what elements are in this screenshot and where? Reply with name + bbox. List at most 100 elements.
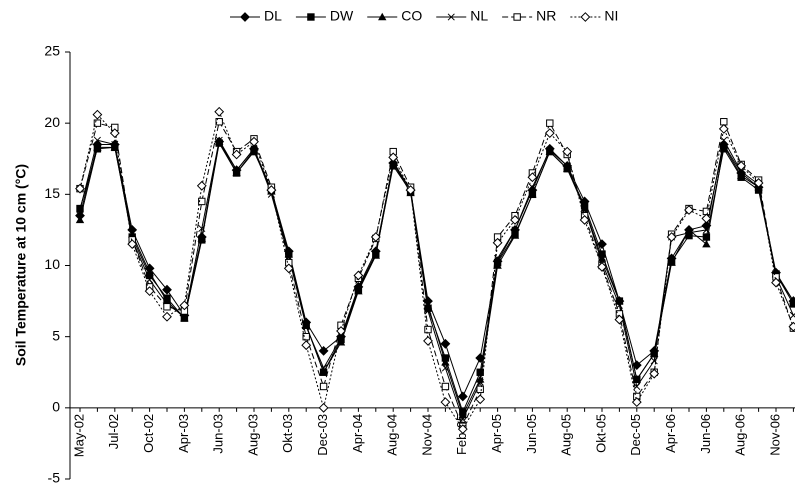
marker [597, 262, 607, 272]
marker [240, 12, 250, 22]
x-tick-label: Jun-03 [211, 414, 226, 454]
series-line [79, 119, 794, 428]
marker [510, 215, 520, 225]
x-tick-label: Jun-05 [524, 414, 539, 454]
marker [76, 206, 84, 214]
marker [388, 152, 399, 163]
legend-item: NI [570, 8, 618, 24]
marker [666, 232, 677, 242]
marker [440, 338, 451, 349]
x-tick-label: Jul-02 [106, 414, 121, 449]
marker [789, 296, 795, 305]
marker [283, 263, 294, 274]
marker [702, 233, 711, 241]
marker [75, 183, 85, 194]
marker [179, 300, 190, 311]
x-tick-label: May-02 [71, 414, 86, 457]
marker [457, 391, 468, 402]
marker [702, 226, 710, 234]
marker [562, 146, 573, 157]
marker [128, 229, 137, 238]
marker [631, 360, 642, 371]
marker [684, 205, 694, 215]
marker [475, 394, 486, 405]
legend-item: DL [230, 8, 282, 24]
marker [320, 364, 328, 372]
marker [405, 185, 416, 195]
x-tick-label: Aug-03 [245, 414, 260, 456]
marker [441, 358, 450, 366]
marker [318, 345, 329, 356]
marker [370, 232, 381, 242]
x-tick-label: Apr-05 [489, 414, 504, 453]
x-tick-label: Aug-05 [559, 414, 574, 456]
legend-item: NR [502, 8, 556, 24]
marker [544, 128, 555, 139]
marker [615, 296, 624, 305]
legend-label: NL [470, 8, 488, 24]
marker [214, 106, 225, 117]
marker [163, 303, 171, 311]
marker [649, 368, 660, 379]
marker [737, 171, 746, 180]
marker [528, 183, 536, 191]
marker [92, 109, 103, 120]
marker [441, 382, 450, 391]
marker [597, 254, 607, 262]
marker [771, 277, 781, 288]
marker [492, 237, 503, 248]
marker [631, 397, 642, 408]
marker [580, 12, 591, 22]
marker [493, 261, 502, 269]
marker [336, 326, 346, 336]
legend-item: NL [436, 8, 488, 24]
marker [232, 168, 241, 177]
marker [528, 190, 537, 198]
marker [527, 172, 538, 183]
marker [701, 213, 712, 224]
marker [440, 397, 451, 408]
marker [614, 314, 625, 325]
marker [109, 128, 120, 139]
marker [198, 224, 206, 233]
marker [127, 239, 138, 250]
legend-label: NR [536, 8, 556, 24]
marker [457, 424, 468, 435]
marker [718, 123, 729, 134]
marker [144, 286, 155, 297]
series-line [79, 140, 794, 398]
x-tick-label: Nov-06 [767, 414, 782, 456]
x-tick-label: Dec-05 [628, 414, 643, 456]
marker [788, 321, 795, 332]
marker [458, 410, 467, 419]
legend-label: NI [604, 8, 618, 24]
x-tick-label: Okt-05 [593, 414, 608, 453]
marker [319, 368, 328, 376]
marker [249, 136, 259, 147]
x-tick-label: Jun-06 [698, 414, 713, 454]
marker [372, 250, 380, 258]
marker [511, 226, 519, 234]
marker [685, 229, 693, 237]
marker [423, 301, 433, 309]
legend-label: CO [401, 8, 422, 24]
x-tick-label: Apr-04 [350, 414, 365, 453]
y-tick-label: 15 [44, 185, 60, 201]
marker [737, 168, 745, 176]
legend-item: CO [367, 8, 422, 24]
marker [447, 13, 455, 21]
marker [196, 180, 207, 191]
legend-item: DW [295, 8, 354, 24]
marker [702, 239, 711, 248]
y-tick-label: -5 [48, 470, 61, 486]
y-tick-label: 25 [44, 43, 60, 59]
marker [215, 118, 223, 126]
marker [546, 119, 554, 127]
marker [93, 119, 102, 127]
marker [423, 336, 433, 346]
legend-label: DW [330, 8, 354, 24]
legend-label: DL [264, 8, 282, 24]
marker [441, 364, 449, 372]
marker [476, 378, 484, 386]
marker [266, 185, 277, 195]
